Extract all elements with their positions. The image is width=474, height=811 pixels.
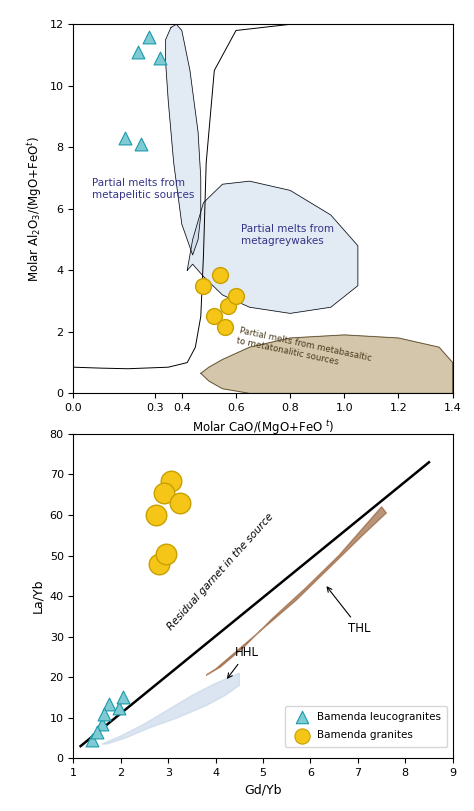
Polygon shape [165,24,201,255]
Point [210,310,218,323]
Point [200,279,207,292]
Point [137,138,145,151]
Point [100,707,108,720]
Polygon shape [206,507,386,675]
Point [105,697,113,710]
Point [224,299,232,312]
Polygon shape [102,673,239,744]
Point [160,486,167,499]
Polygon shape [201,335,453,393]
Point [98,717,106,730]
Point [216,268,224,281]
Point [232,290,240,303]
Text: Partial melts from
metapelitic sources: Partial melts from metapelitic sources [92,178,195,200]
Text: HHL: HHL [228,646,259,678]
Point [93,725,101,738]
Point [89,733,96,746]
Point [155,557,163,570]
Point [162,547,170,560]
Point [221,320,229,333]
Point [135,45,142,58]
X-axis label: Molar CaO/(MgO+FeO $^t$): Molar CaO/(MgO+FeO $^t$) [192,418,334,437]
Text: Residual garnet in the source: Residual garnet in the source [165,512,275,632]
Point [167,474,174,487]
Point [115,701,122,714]
Point [119,691,127,704]
Polygon shape [187,181,358,313]
Legend: Bamenda leucogranites, Bamenda granites: Bamenda leucogranites, Bamenda granites [285,706,447,747]
X-axis label: Gd/Yb: Gd/Yb [244,783,282,796]
Text: Partial melts from metabasaltic
to metatonalitic sources: Partial melts from metabasaltic to metat… [236,326,372,373]
Point [176,496,184,509]
Y-axis label: La/Yb: La/Yb [31,579,44,613]
Point [121,131,129,144]
Point [153,508,160,521]
Y-axis label: Molar Al$_2$O$_3$/(MgO+FeO$^t$): Molar Al$_2$O$_3$/(MgO+FeO$^t$) [26,135,44,282]
Point [156,52,164,65]
Text: THL: THL [327,587,371,635]
Text: Partial melts from
metagreywakes: Partial melts from metagreywakes [241,224,334,246]
Point [146,30,153,43]
